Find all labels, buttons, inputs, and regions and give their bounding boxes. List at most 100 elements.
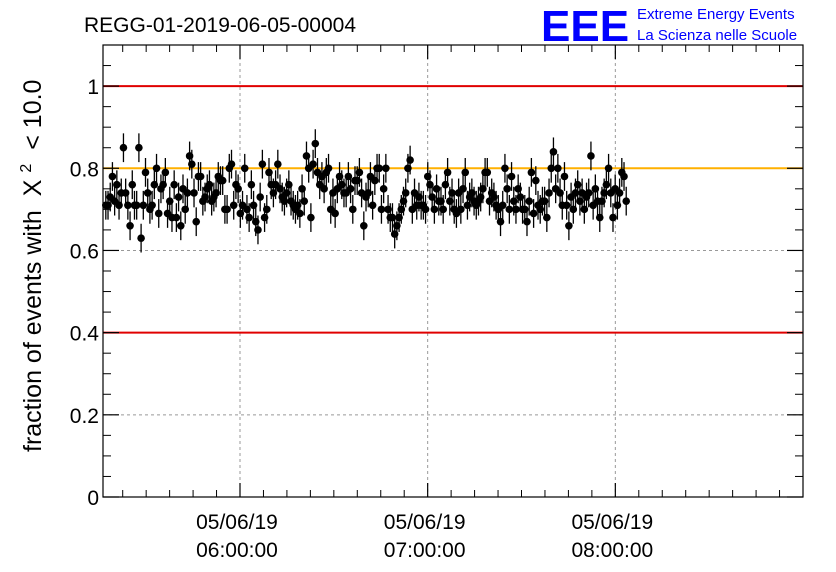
x-tick-time: 06:00:00 [196,539,278,562]
x-tick-time: 07:00:00 [384,539,466,562]
data-point [355,168,364,177]
y-axis-title-symbol: Χ [19,179,47,196]
data-point [139,201,148,210]
y-axis-title: fraction of events with Χ 2 < 10.0 [9,80,47,452]
data-point [196,172,205,181]
data-point [170,180,178,189]
data-point [212,189,220,197]
x-tick-time: 08:00:00 [571,539,653,562]
data-point [126,222,134,230]
data-point [223,205,231,214]
data-point [461,168,470,177]
logo-letters: EEE [541,2,629,51]
data-point [245,213,253,222]
data-point [620,172,628,181]
data-point [595,213,604,222]
data-point [172,213,181,222]
data-point [554,164,562,173]
data-point [388,213,397,222]
y-tick-label: 0.8 [70,158,99,181]
data-point [218,176,227,185]
data-point [234,185,242,193]
y-tick-label: 0.2 [70,405,99,428]
logo-line-2: La Scienza nelle Scuole [637,27,797,44]
chart-title: REGG-01-2019-06-05-00004 [84,14,356,37]
data-point [615,189,624,197]
data-point [443,168,452,177]
x-tick-date: 05/06/19 [384,511,466,534]
data-point [505,205,514,214]
data-point [152,164,161,173]
data-point [296,209,304,218]
x-tick-date: 05/06/19 [196,511,278,534]
data-point [527,168,536,177]
data-point [331,209,339,218]
data-point [192,217,201,226]
data-point [205,180,214,189]
y-axis-title-prefix: fraction of events with [19,210,47,452]
data-point [360,222,368,230]
data-point [523,217,531,226]
data-point [560,172,569,181]
data-point [587,152,595,160]
logo-line-1: Extreme Energy Events [637,6,795,23]
data-point [320,185,328,193]
plot-frame [102,44,804,498]
data-point [547,164,556,173]
data-point [181,205,189,214]
y-axis-title-suffix: < 10.0 [19,80,47,150]
data-point [307,213,315,222]
data-point [108,172,117,181]
data-point [161,168,170,177]
data-point [254,226,262,234]
data-point [137,234,145,242]
data-point [525,197,533,205]
data-point [368,201,377,210]
data-point [190,189,198,197]
data-point [274,160,282,168]
data-point [540,197,549,205]
data-point [604,164,613,173]
data-point [609,213,617,222]
data-point [503,185,511,193]
data-point [545,189,553,197]
data-point [240,164,249,173]
data-point [324,164,333,173]
data-point [119,143,128,152]
data-point [227,160,236,168]
data-point [421,205,430,214]
data-point [562,201,571,210]
data-point [154,209,163,218]
y-tick-label: 0 [87,487,99,510]
data-point [165,197,174,205]
data-point [249,201,258,210]
data-point [401,189,410,197]
data-point [406,156,414,164]
data-point [256,193,264,201]
data-point [176,222,185,230]
data-point [448,189,456,197]
reference-lines [103,85,803,334]
data-point [229,201,238,210]
data-points [102,129,631,253]
data-point [483,168,492,177]
data-point [565,222,573,230]
data-point [382,164,390,173]
data-point [430,205,439,214]
data-point [496,217,505,226]
eee-logo: EEE Extreme Energy Events La Scienza nel… [541,2,797,51]
data-point [143,189,152,197]
data-point [188,160,196,168]
data-point [512,205,520,214]
data-point [132,201,141,210]
data-point [150,180,159,189]
data-point [543,213,551,222]
data-point [602,180,611,189]
data-point [183,189,192,197]
data-point [258,160,267,168]
data-point [584,189,593,197]
data-point [529,209,538,218]
data-point [247,180,256,189]
data-point [457,205,465,214]
